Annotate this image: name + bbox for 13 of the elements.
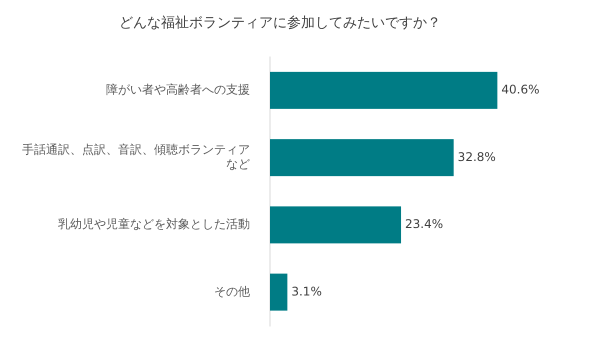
data-label: 40.6% xyxy=(501,82,540,97)
y-tick-label: 手話通訳、点訳、音訳、傾聴ボランティアなど xyxy=(22,142,250,171)
bar xyxy=(270,274,288,311)
y-tick-label: その他 xyxy=(214,284,250,298)
y-tick-label: 乳幼児や児童などを対象とした活動 xyxy=(58,217,250,232)
y-tick-label: 障がい者や高齢者への支援 xyxy=(106,82,250,97)
data-label: 32.8% xyxy=(458,150,496,164)
chart-title: どんな福祉ボランティアに参加してみたいですか？ xyxy=(119,15,441,32)
bar xyxy=(270,206,402,244)
data-label: 3.1% xyxy=(291,284,322,298)
data-label: 23.4% xyxy=(405,217,444,232)
bar xyxy=(270,139,454,176)
bar xyxy=(270,72,498,109)
